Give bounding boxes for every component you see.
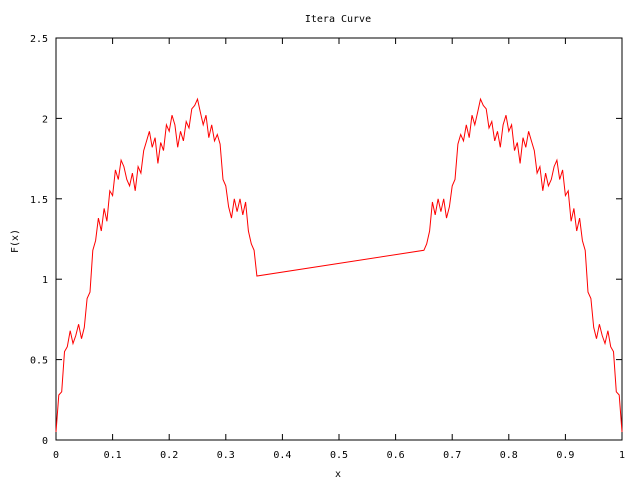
x-tick-label: 0.2 — [160, 450, 178, 461]
plot-frame — [55, 37, 623, 441]
y-tick-label: 0 — [42, 436, 48, 447]
x-tick-label: 1 — [619, 450, 625, 461]
x-axis-label: x — [335, 469, 341, 480]
y-tick-label: 0.5 — [30, 356, 48, 367]
x-tick-label: 0.7 — [443, 450, 461, 461]
y-tick-label: 2 — [42, 114, 48, 125]
y-tick-label: 2.5 — [30, 34, 48, 45]
x-tick-label: 0.4 — [273, 450, 291, 461]
x-tick-label: 0 — [53, 450, 59, 461]
y-tick-label: 1 — [42, 275, 48, 286]
x-tick-label: 0.6 — [387, 450, 405, 461]
x-tick-label: 0.8 — [500, 450, 518, 461]
chart-title: Itera Curve — [305, 14, 371, 25]
axis-ticks: 0 0.1 0.2 0.3 0.4 0.5 0.6 0.7 0.8 0.9 1 0 0.5 1 1.5 2 2.… — [30, 34, 625, 461]
x-tick-label: 0.9 — [556, 450, 574, 461]
y-tick-label: 1.5 — [30, 195, 48, 206]
itera-curve-line — [55, 97, 623, 433]
x-tick-label: 0.1 — [104, 450, 122, 461]
y-axis-label: F(x) — [10, 229, 21, 253]
x-tick-label: 0.5 — [330, 450, 348, 461]
x-tick-label: 0.3 — [217, 450, 235, 461]
